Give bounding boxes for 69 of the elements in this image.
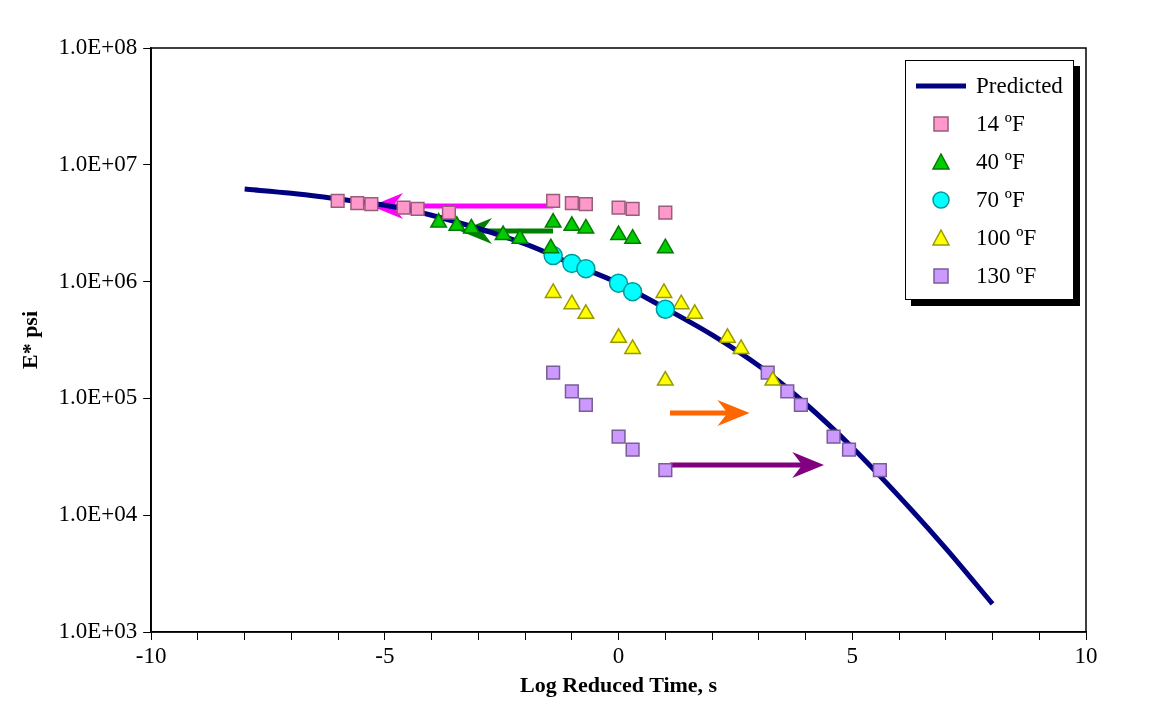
point xyxy=(610,225,628,241)
legend-label: 130 ºF xyxy=(976,263,1037,289)
legend-label: Predicted xyxy=(976,73,1063,99)
point xyxy=(610,328,628,344)
y-tick-label: 1.0E+06 xyxy=(58,267,138,293)
point xyxy=(672,294,690,310)
point xyxy=(330,193,345,209)
x-tick-label: 0 xyxy=(612,642,625,668)
point xyxy=(563,294,581,310)
point xyxy=(578,397,593,412)
point xyxy=(441,205,457,220)
point xyxy=(396,200,411,215)
x-tick-label: -10 xyxy=(135,642,167,668)
point xyxy=(608,273,629,293)
point xyxy=(658,205,673,220)
point xyxy=(655,299,676,319)
point xyxy=(872,463,887,478)
point xyxy=(732,339,750,355)
point xyxy=(624,228,642,244)
point xyxy=(611,429,626,444)
x-tick-label: -5 xyxy=(375,642,395,668)
y-tick-label: 1.0E+03 xyxy=(58,618,138,644)
y-tick-label: 1.0E+08 xyxy=(58,34,138,60)
point xyxy=(430,212,448,228)
point xyxy=(656,370,674,386)
point xyxy=(764,370,782,386)
point xyxy=(624,339,642,355)
point xyxy=(410,201,425,216)
legend-label: 14 ºF xyxy=(976,111,1025,137)
point xyxy=(625,442,640,457)
point xyxy=(564,384,579,399)
point xyxy=(622,281,643,302)
point xyxy=(563,216,581,232)
point xyxy=(448,216,466,232)
point xyxy=(577,304,595,320)
point xyxy=(625,201,640,216)
y-tick-label: 1.0E+07 xyxy=(58,150,138,176)
point xyxy=(546,365,561,380)
y-tick-label: 1.0E+04 xyxy=(58,501,138,527)
point xyxy=(686,304,704,320)
point xyxy=(546,193,561,209)
point xyxy=(544,212,562,228)
x-tick-label: 5 xyxy=(846,642,859,668)
y-tick-label: 1.0E+05 xyxy=(58,384,138,410)
point xyxy=(718,328,737,344)
point xyxy=(658,463,673,478)
point xyxy=(656,238,674,254)
point xyxy=(544,283,562,299)
point xyxy=(780,384,795,399)
point xyxy=(494,225,512,241)
x-tick-label: 10 xyxy=(1074,642,1098,668)
y-axis-title: E* psi xyxy=(16,310,42,370)
x-axis-title: Log Reduced Time, s xyxy=(519,672,718,698)
point xyxy=(577,218,595,234)
legend-label: 100 ºF xyxy=(976,225,1037,251)
point xyxy=(350,195,365,211)
point xyxy=(511,228,529,244)
point xyxy=(564,195,579,211)
legend-label: 70 ºF xyxy=(976,187,1025,213)
point xyxy=(542,238,560,254)
point xyxy=(611,200,626,215)
point xyxy=(793,397,808,412)
point xyxy=(578,197,593,212)
legend-label: 40 ºF xyxy=(976,149,1025,175)
point xyxy=(655,283,673,299)
point xyxy=(576,258,596,279)
point xyxy=(826,429,841,444)
point xyxy=(364,197,379,212)
point xyxy=(841,442,857,457)
